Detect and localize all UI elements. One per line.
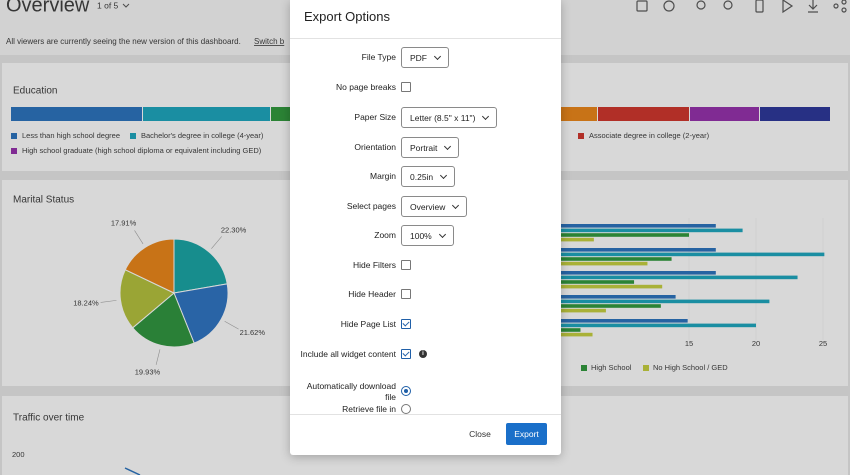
bar-segment [561,107,597,121]
leader-line [134,230,144,245]
bar-segment [598,107,689,121]
bar [488,295,676,299]
field-label: Paper Size [354,112,396,122]
checkbox[interactable] [401,289,411,299]
field-label: Hide Header [348,289,396,299]
traffic-line-fragment [124,467,141,475]
legend-swatch [11,133,17,139]
legend-label: Bachelor's degree in college (4-year) [141,131,264,140]
checkbox[interactable] [401,260,411,270]
checkbox[interactable] [401,349,411,359]
export-dialog: Export Options File Type PDF No page break… [290,0,561,455]
dropdown[interactable]: Letter (8.5" x 11") [401,107,498,128]
traffic-title: Traffic over time [13,413,85,424]
legend-swatch [11,148,17,154]
legend-swatch [643,365,649,371]
bar [488,261,648,266]
bar [488,323,756,328]
bar [488,275,798,280]
x-tick-label: 20 [752,339,760,348]
notice-link[interactable]: Switch b [254,37,285,46]
education-title: Education [13,86,57,97]
bar [488,233,689,237]
field-label: File Type [361,52,396,62]
dialog-body: File Type PDF No page breaks Paper Size Lett… [290,38,561,415]
pie-chart: 22.30% 21.62% 19.93% 18.24% 17.91% [73,219,265,377]
pie-slice [132,292,195,348]
pie-slice [119,269,175,329]
page-selector[interactable]: 1 of 5 [97,0,119,10]
radio-button[interactable] [401,386,411,396]
legend-label: Less than high school degree [22,131,120,140]
legend-label: High school graduate (high school diplom… [22,146,262,155]
leader-line [224,321,239,330]
field-label: Include all widget content [300,349,396,359]
dropdown[interactable]: 100% [401,225,454,246]
pie-slice [173,238,228,294]
field-label: Automatically download file [306,381,396,402]
field-label: Hide Page List [340,319,396,329]
slice-label: 17.91% [111,219,137,228]
legend-swatch [581,365,587,371]
bar [488,304,661,308]
checkbox[interactable] [401,319,411,329]
pie-slice [173,283,229,344]
bar-segment [760,107,830,121]
info-icon[interactable]: i [419,350,427,358]
bar [488,319,688,323]
selector-caret [122,3,130,8]
legend-label: No High School / GED [653,363,728,372]
marital-title: Marital Status [13,195,74,206]
export-button[interactable]: Export [506,423,547,445]
radio-button[interactable] [401,404,411,414]
bar-segment [143,107,270,121]
leader-line [211,236,222,249]
bar-segment [690,107,759,121]
leader-line [100,300,117,303]
pie-slice [124,238,175,294]
legend-swatch [130,133,136,139]
bar [488,257,672,261]
slice-label: 18.24% [73,298,99,307]
page-title: Overview [6,0,90,16]
field-label: Retrieve file in [342,404,396,414]
field-label: Hide Filters [353,260,396,270]
dialog-title: Export Options [304,9,390,24]
slice-label: 22.30% [221,225,247,234]
toolbar-icons [636,0,847,14]
y-tick-label: 200 [12,450,25,459]
field-label: Orientation [354,142,396,152]
bar [488,252,825,257]
slice-label: 19.93% [135,368,161,377]
bar [488,228,743,233]
dropdown[interactable]: 0.25in [401,166,456,187]
slice-label: 21.62% [240,328,266,337]
close-button[interactable]: Close [469,429,491,439]
bar [488,280,635,284]
x-tick-label: 25 [819,339,827,348]
dropdown[interactable]: PDF [401,47,449,68]
leader-line [155,349,161,365]
bar [488,224,716,228]
bar-segment [11,107,142,121]
x-tick-label: 15 [685,339,693,348]
field-label: Select pages [346,201,396,211]
legend-swatch [578,133,584,139]
bar [488,284,663,289]
field-label: Margin [370,171,396,181]
bar [488,299,770,304]
bar [488,271,716,275]
bar [488,248,716,252]
field-label: Zoom [374,230,396,240]
legend-label: High School [591,363,632,372]
checkbox[interactable] [401,82,411,92]
field-label: No page breaks [335,82,396,92]
dropdown[interactable]: Overview [401,196,468,217]
dropdown[interactable]: Portrait [401,137,460,158]
notice-text: All viewers are currently seeing the new… [6,37,241,46]
legend-label: Associate degree in college (2-year) [589,131,710,140]
